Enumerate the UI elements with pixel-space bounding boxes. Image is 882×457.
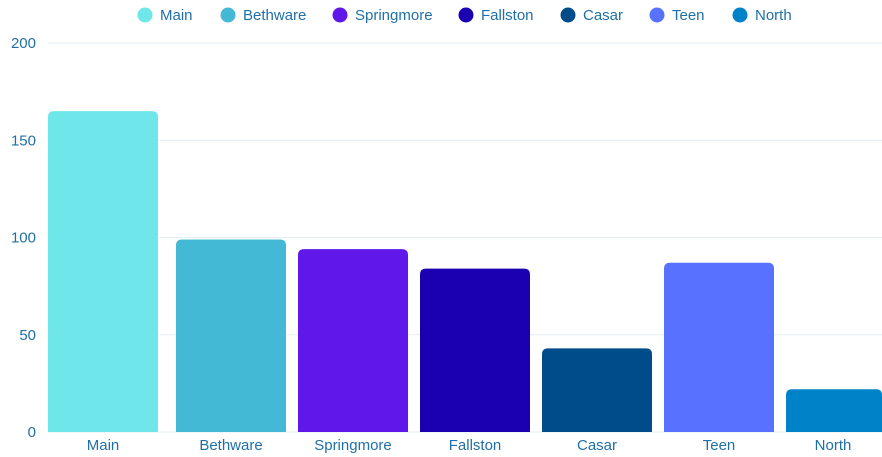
legend-label-fallston: Fallston bbox=[481, 7, 534, 24]
x-tick-label-main: Main bbox=[87, 437, 120, 454]
x-tick-label-north: North bbox=[815, 437, 852, 454]
legend-label-main: Main bbox=[160, 7, 193, 24]
y-tick-label: 200 bbox=[11, 35, 36, 52]
legend-swatch-teen bbox=[649, 7, 665, 23]
bar-casar[interactable] bbox=[542, 348, 652, 432]
legend[interactable]: Main Bethware Springmore Fallston Casar Teen N… bbox=[137, 7, 792, 24]
bar-springmore[interactable] bbox=[298, 249, 408, 432]
bar-teen[interactable] bbox=[664, 262, 774, 432]
bar-fallston[interactable] bbox=[420, 268, 530, 432]
legend-swatch-north bbox=[732, 7, 748, 23]
x-tick-label-casar: Casar bbox=[577, 437, 617, 454]
y-tick-label: 0 bbox=[28, 424, 36, 441]
bar-main[interactable] bbox=[48, 111, 158, 432]
x-tick-label-teen: Teen bbox=[703, 437, 736, 454]
y-tick-label: 150 bbox=[11, 132, 36, 149]
legend-swatch-bethware bbox=[220, 7, 236, 23]
legend-label-casar: Casar bbox=[583, 7, 623, 24]
bar-north[interactable] bbox=[786, 389, 882, 432]
legend-item-teen[interactable]: Teen bbox=[649, 7, 705, 24]
legend-label-north: North bbox=[755, 7, 792, 24]
legend-label-bethware: Bethware bbox=[243, 7, 306, 24]
legend-item-north[interactable]: North bbox=[732, 7, 792, 24]
bar-bethware[interactable] bbox=[176, 239, 286, 432]
legend-label-teen: Teen bbox=[672, 7, 705, 24]
legend-item-bethware[interactable]: Bethware bbox=[220, 7, 307, 24]
x-tick-label-bethware: Bethware bbox=[199, 437, 262, 454]
y-tick-label: 100 bbox=[11, 230, 36, 247]
bars bbox=[48, 111, 882, 432]
x-axis-labels: Main Bethware Springmore Fallston Casar Teen N… bbox=[87, 437, 852, 454]
legend-item-main[interactable]: Main bbox=[137, 7, 193, 24]
legend-label-springmore: Springmore bbox=[355, 7, 433, 24]
y-axis-ticks: 0 50 100 150 200 bbox=[11, 35, 36, 441]
legend-swatch-main bbox=[137, 7, 153, 23]
legend-swatch-springmore bbox=[332, 7, 348, 23]
legend-swatch-casar bbox=[560, 7, 576, 23]
legend-item-casar[interactable]: Casar bbox=[560, 7, 624, 24]
legend-swatch-fallston bbox=[458, 7, 474, 23]
x-tick-label-springmore: Springmore bbox=[314, 437, 392, 454]
legend-item-fallston[interactable]: Fallston bbox=[458, 7, 534, 24]
y-tick-label: 50 bbox=[19, 327, 36, 344]
x-tick-label-fallston: Fallston bbox=[449, 437, 502, 454]
legend-item-springmore[interactable]: Springmore bbox=[332, 7, 433, 24]
